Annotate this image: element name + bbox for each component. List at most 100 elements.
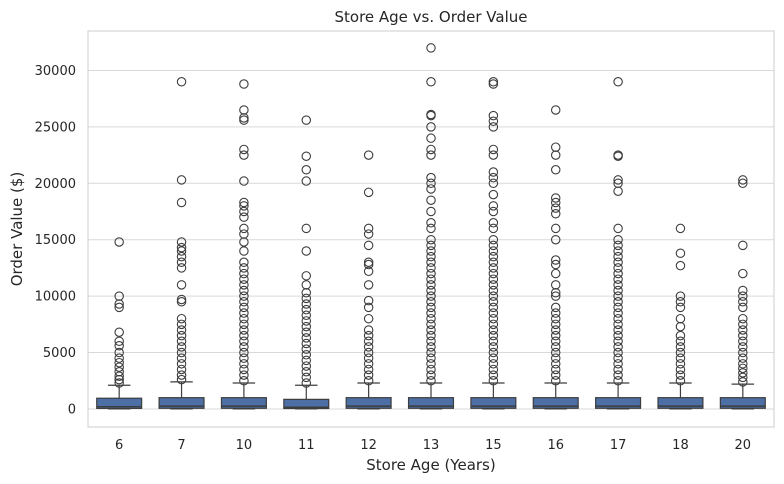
outlier-point [363, 347, 374, 358]
outlier-point [239, 336, 249, 347]
outlier-point [550, 268, 561, 279]
outlier-point [426, 257, 436, 268]
box-group-16 [532, 105, 579, 410]
outlier-point [488, 223, 499, 234]
outlier-point [613, 342, 623, 352]
outlier-point [488, 319, 499, 330]
y-tick-label: 0 [68, 402, 76, 417]
outlier-point [239, 291, 249, 301]
box-group-13 [407, 43, 455, 410]
outlier-point [426, 297, 436, 307]
outlier-point [239, 280, 249, 290]
outlier-point [114, 353, 124, 363]
outlier-point [613, 370, 623, 380]
outlier-point [239, 375, 249, 386]
outlier-point [613, 178, 623, 189]
outlier-point [363, 257, 374, 268]
outlier-point [613, 359, 623, 369]
outlier-point [176, 359, 187, 369]
outlier-point [301, 271, 312, 281]
outlier-point [426, 77, 436, 87]
outlier-point [239, 370, 249, 380]
outlier-point [550, 291, 561, 301]
outlier-point [613, 246, 623, 256]
outlier-point [488, 313, 499, 324]
outlier-point [301, 165, 312, 175]
outlier-point [613, 330, 623, 341]
outlier-point [301, 316, 312, 326]
box-group-15 [470, 77, 517, 410]
outlier-point [301, 355, 312, 366]
outlier-point [613, 353, 623, 363]
outlier-point [239, 353, 249, 363]
outlier-point [363, 336, 374, 347]
outlier-point [301, 304, 312, 315]
outlier-point [426, 353, 436, 363]
outlier-point [550, 203, 561, 213]
iqr-box [158, 397, 205, 409]
outlier-point [675, 223, 686, 234]
outlier-point [363, 280, 374, 290]
outlier-point [675, 248, 686, 259]
outlier-point [301, 310, 312, 321]
outlier-point [176, 336, 187, 347]
outlier-point [738, 325, 748, 335]
outlier-point [363, 187, 374, 198]
outlier-point [738, 377, 748, 387]
outlier-point [363, 370, 374, 380]
x-tick-label: 12 [360, 438, 377, 453]
outlier-point [176, 342, 187, 352]
outlier-point [488, 218, 499, 228]
outlier-point [239, 342, 249, 352]
outlier-point [550, 353, 561, 363]
outlier-point [176, 370, 187, 380]
outlier-point [363, 342, 374, 352]
outlier-point [675, 347, 686, 358]
outlier-point [426, 330, 436, 341]
y-tick-labels: 0 5000 10000 15000 20000 25000 30000 [35, 64, 76, 417]
x-tick-label: 6 [115, 438, 123, 453]
outlier-point [550, 364, 561, 375]
outlier-point [239, 150, 249, 160]
outlier-point [176, 246, 187, 256]
iqr-box [657, 397, 704, 409]
outlier-point [488, 251, 499, 262]
outlier-point [176, 330, 187, 341]
outlier-point [613, 257, 623, 268]
outlier-point [488, 342, 499, 352]
outlier-point [301, 344, 312, 354]
iqr-box [96, 397, 143, 409]
outlier-point [488, 167, 499, 177]
outlier-point [738, 372, 748, 383]
outlier-point [176, 77, 187, 87]
outlier-point [738, 178, 748, 189]
outlier-point [675, 291, 686, 301]
outlier-point [114, 366, 124, 377]
outlier-point [176, 237, 187, 247]
outlier-point [239, 197, 249, 208]
outlier-point [239, 206, 249, 217]
outlier-point [301, 327, 312, 337]
outlier-point [176, 297, 187, 307]
outlier-point [488, 122, 499, 132]
outlier-point [176, 325, 187, 335]
outlier-point [550, 259, 561, 270]
outlier-point [613, 274, 623, 284]
outlier-point [488, 144, 499, 155]
outlier-point [613, 291, 623, 301]
outlier-point [488, 330, 499, 341]
outlier-point [239, 212, 249, 222]
outlier-point [114, 336, 124, 347]
chart-title: Store Age vs. Order Value [334, 8, 527, 26]
outlier-point [363, 313, 374, 324]
outlier-point [363, 325, 374, 335]
outlier-point [550, 342, 561, 352]
outlier-point [426, 195, 436, 205]
outlier-point [114, 327, 124, 337]
outlier-point [613, 223, 623, 234]
outlier-point [613, 150, 623, 160]
outlier-point [738, 342, 748, 352]
outlier-point [738, 319, 748, 330]
outlier-point [550, 234, 561, 245]
outlier-point [488, 77, 499, 87]
